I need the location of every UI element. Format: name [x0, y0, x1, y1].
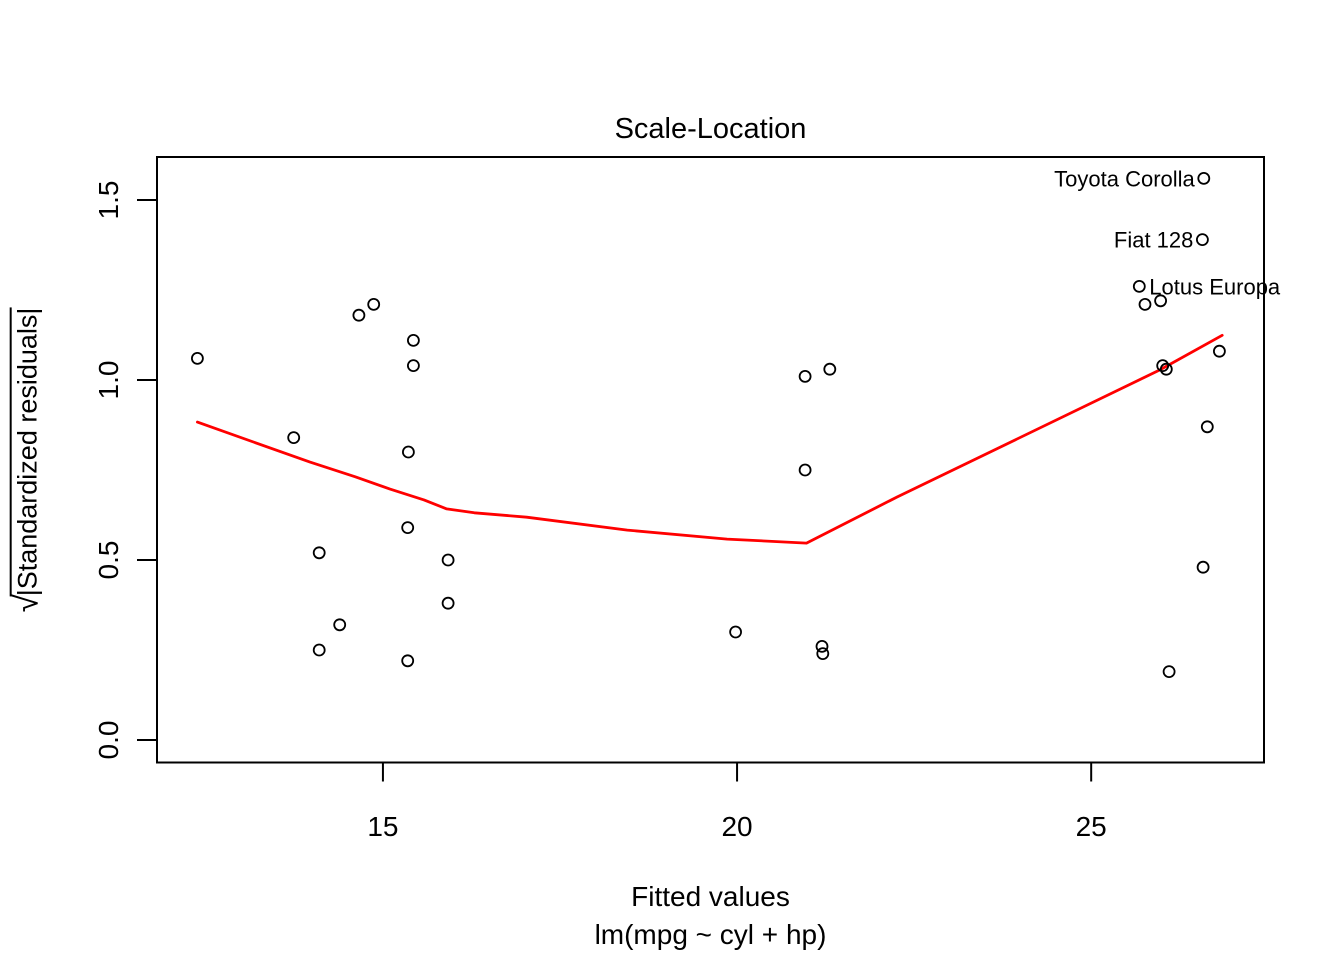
data-point	[1196, 233, 1209, 247]
data-point	[1196, 560, 1210, 574]
chart-title: Scale-Location	[614, 113, 807, 145]
data-point	[1162, 665, 1176, 678]
y-tick-label: 1.5	[93, 181, 124, 220]
data-point	[406, 359, 420, 373]
data-point	[816, 647, 830, 660]
data-point	[798, 463, 812, 477]
x-tick-label: 15	[367, 811, 398, 842]
data-point	[367, 297, 381, 311]
data-point	[287, 431, 301, 445]
data-point	[1213, 344, 1226, 358]
data-point	[352, 308, 366, 322]
data-point	[333, 618, 347, 632]
data-point	[1138, 297, 1152, 311]
outlier-labels: Toyota Corolla Fiat 128 Lotus Europa	[1054, 166, 1281, 299]
data-point	[815, 640, 829, 653]
y-tick-label: 1.0	[93, 361, 124, 400]
model-formula-label: lm(mpg ~ cyl + hp)	[594, 919, 827, 950]
y-tick-label: 0.5	[93, 541, 124, 580]
y-axis-label-text: |Standardized residuals|	[9, 307, 44, 597]
data-point	[1154, 294, 1167, 308]
data-point	[401, 445, 415, 459]
data-point	[441, 596, 455, 610]
y-axis-ticks: 0.0 0.5 1.0 1.5	[93, 181, 157, 760]
data-point	[1156, 359, 1170, 373]
data-point	[729, 625, 742, 639]
plot-border	[156, 156, 1265, 764]
x-axis-label: Fitted values	[631, 881, 790, 912]
x-tick-label: 20	[721, 811, 752, 842]
data-point	[312, 546, 326, 560]
data-point	[312, 643, 326, 657]
x-axis-ticks: 15 20 25	[367, 762, 1107, 842]
outlier-label: Toyota Corolla	[1054, 166, 1195, 191]
data-point	[823, 362, 837, 376]
data-point	[798, 369, 812, 383]
outlier-label: Lotus Europa	[1149, 274, 1281, 299]
data-point	[401, 654, 415, 668]
y-axis-label: √ |Standardized residuals|	[7, 307, 45, 613]
data-point	[1197, 171, 1211, 185]
lowess-smooth-line	[195, 333, 1224, 545]
data-point	[406, 333, 420, 347]
data-point	[190, 351, 204, 365]
data-point	[1200, 420, 1214, 434]
data-points	[190, 171, 1226, 678]
data-point	[401, 521, 415, 534]
outlier-label: Fiat 128	[1114, 228, 1194, 253]
y-tick-label: 0.0	[93, 721, 124, 760]
data-point	[441, 553, 455, 567]
data-point	[1159, 362, 1173, 376]
sqrt-radical-glyph: √	[7, 594, 45, 613]
x-tick-label: 25	[1076, 811, 1107, 842]
data-point	[1132, 279, 1146, 293]
